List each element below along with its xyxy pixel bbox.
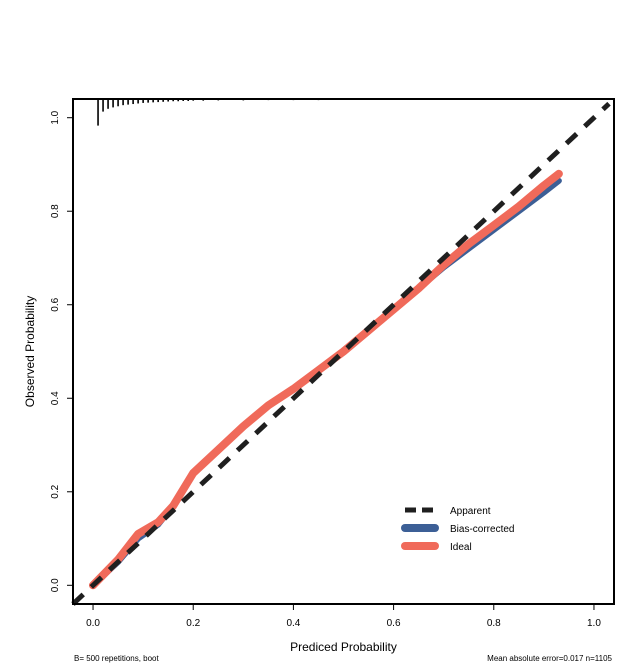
footnote-repetitions: B= 500 repetitions, boot (74, 654, 160, 663)
x-tick-label: 0.8 (487, 618, 501, 629)
series-line-apparent (71, 101, 611, 606)
rug-marks (97, 99, 545, 126)
y-tick-label: 0.8 (50, 204, 61, 218)
y-tick-label: 0.2 (50, 484, 61, 498)
x-axis-title: Prediced Probability (290, 640, 397, 654)
footnote-mean-absolute-error: Mean absolute error=0.017 n=1105 (487, 654, 612, 663)
x-tick-label: 0.0 (86, 618, 100, 629)
y-tick-label: 0.4 (50, 391, 61, 405)
legend: Apparent Bias-corrected Ideal (401, 506, 514, 553)
y-axis-title: Observed Probability (23, 296, 37, 407)
y-tick-label: 0.6 (50, 297, 61, 311)
legend-label: Ideal (450, 542, 472, 553)
x-tick-label: 0.4 (286, 618, 300, 629)
legend-label: Apparent (450, 506, 491, 517)
y-tick-label: 0.0 (50, 578, 61, 592)
legend-label: Bias-corrected (450, 524, 514, 535)
y-tick-label: 1.0 (50, 110, 61, 124)
plot-frame (72, 98, 615, 605)
x-tick-label: 0.6 (387, 618, 401, 629)
x-tick-label: 1.0 (587, 618, 601, 629)
series-lines (71, 101, 611, 606)
x-axis: 0.0 0.2 0.4 0.6 0.8 1.0 (86, 604, 601, 629)
x-tick-label: 0.2 (186, 618, 200, 629)
y-axis: 0.0 0.2 0.4 0.6 0.8 1.0 (50, 110, 73, 592)
